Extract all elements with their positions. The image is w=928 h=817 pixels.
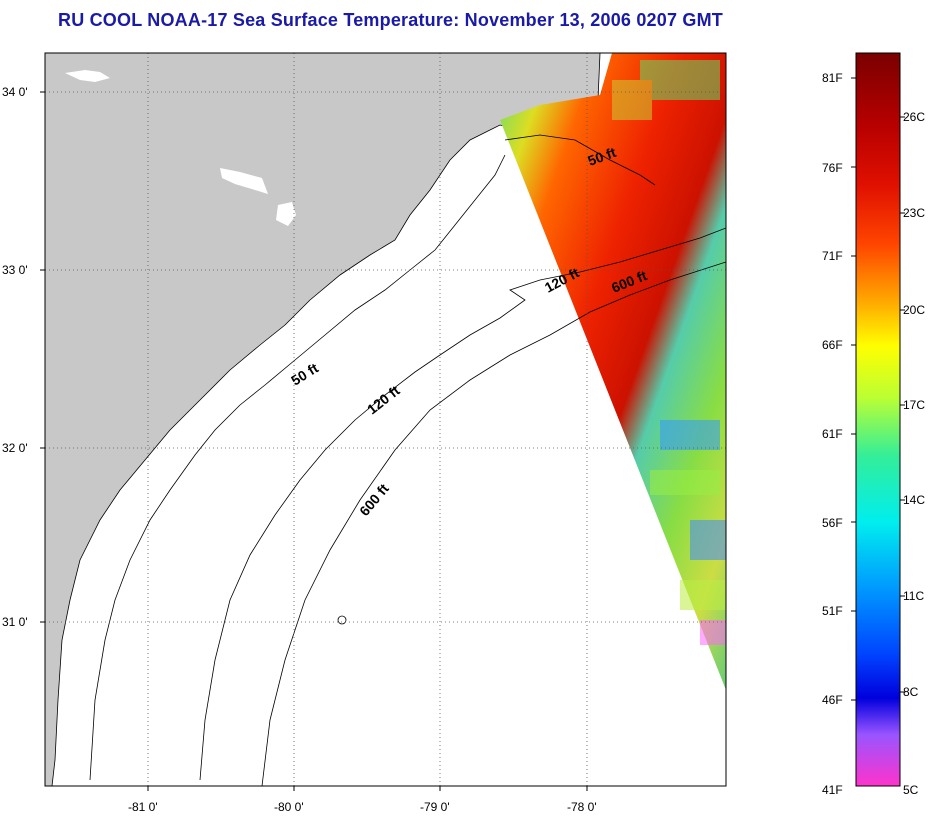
cb-f-46: 46F	[822, 693, 843, 707]
cb-f-81: 81F	[822, 71, 843, 85]
cb-c-11: 11C	[903, 589, 924, 603]
cb-c-23: 23C	[903, 206, 925, 220]
lon-label-78: -78 0'	[567, 800, 597, 814]
lon-label-79: -79 0'	[420, 800, 450, 814]
cb-f-76: 76F	[822, 161, 843, 175]
cb-f-71: 71F	[822, 249, 843, 263]
lon-label-81: -81 0'	[128, 800, 158, 814]
cb-f-61: 61F	[822, 427, 843, 441]
isobath-120ft	[199, 227, 726, 781]
cb-c-17: 17C	[903, 398, 925, 412]
colorbar-celsius-labels: 26C 23C 20C 17C 14C 11C 8C 5C	[903, 110, 925, 797]
colorbar-fahrenheit-labels: 81F 76F 71F 66F 61F 56F 51F 46F 41F	[822, 71, 843, 797]
cb-c-26: 26C	[903, 110, 925, 124]
map-frame	[44, 52, 727, 787]
cb-c-5: 5C	[903, 783, 919, 797]
isobath-600ft	[261, 261, 726, 786]
cb-f-51: 51F	[822, 604, 843, 618]
lat-label-33: 33 0'	[2, 263, 28, 277]
colorbar-ticks	[851, 77, 905, 701]
seamount-contour	[337, 615, 347, 625]
lat-label-32: 32 0'	[2, 441, 28, 455]
coastline	[89, 154, 506, 781]
cb-f-66: 66F	[822, 338, 843, 352]
cb-c-20: 20C	[903, 303, 925, 317]
cb-c-8: 8C	[903, 685, 919, 699]
sst-texture	[612, 60, 726, 645]
lat-label-31: 31 0'	[2, 615, 28, 629]
isobath-50ft	[504, 134, 656, 186]
lat-label-34: 34 0'	[2, 85, 28, 99]
cb-c-14: 14C	[903, 493, 925, 507]
lon-label-80: -80 0'	[274, 800, 304, 814]
axis-ticks	[40, 91, 588, 791]
sst-swath	[500, 53, 726, 690]
colorbar	[855, 52, 901, 787]
map-title: RU COOL NOAA-17 Sea Surface Temperature:…	[58, 10, 723, 30]
grid-lines	[45, 53, 726, 786]
cb-f-41: 41F	[822, 783, 843, 797]
cb-f-56: 56F	[822, 516, 843, 530]
